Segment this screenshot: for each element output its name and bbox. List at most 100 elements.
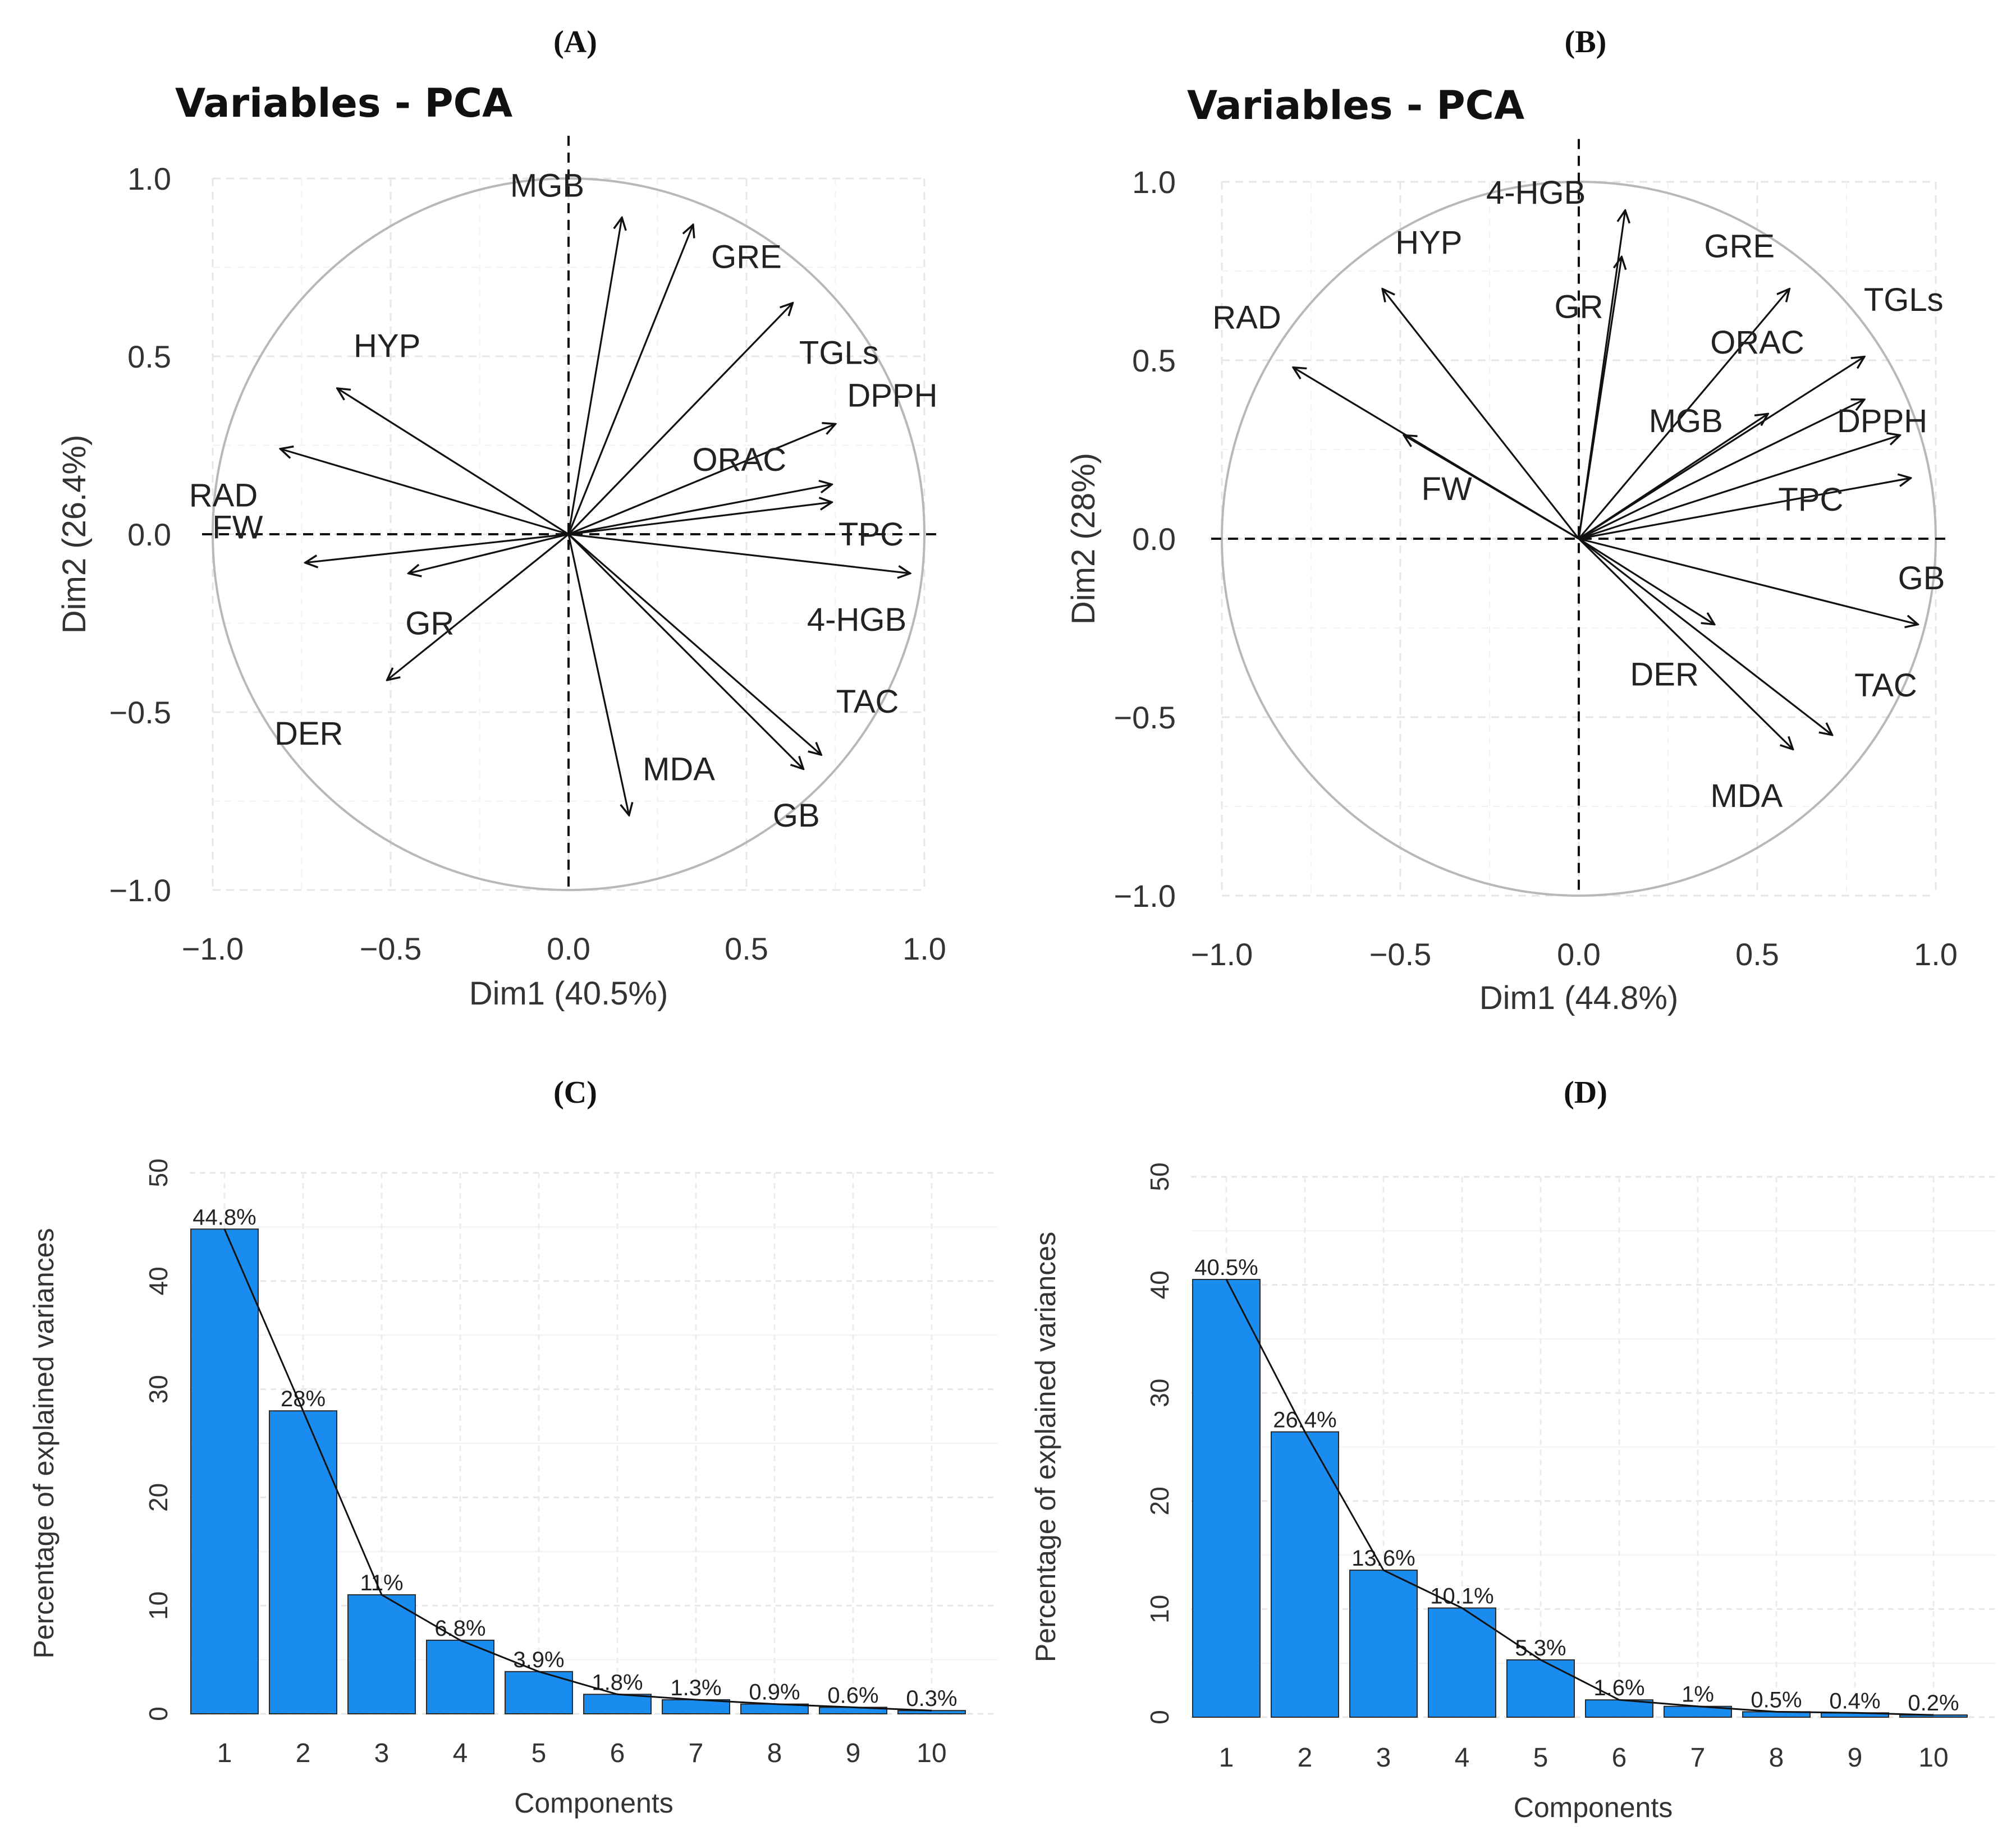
bar-component-2 [269,1410,337,1714]
bar-component-6 [583,1694,652,1714]
chart-title: Variables - PCA [1187,82,1524,129]
bar-component-4 [426,1639,494,1714]
y-tick-label: 40 [144,1267,173,1295]
bar-value-label: 0.4% [1829,1689,1880,1713]
loading-arrow-hyp [337,388,569,535]
loading-arrow-tpc [568,502,832,535]
y-tick-label: 30 [1145,1379,1174,1407]
y-tick-label: 10 [144,1591,173,1620]
chart-title: Variables - PCA [175,80,512,126]
variable-label-gb: GB [1898,560,1945,597]
panel-a-pca-circle: −1.0 −0.5 0.0 0.5 1.0 −1.0 −0.5 0.0 0.5 1.0 MGB GRE… [56,25,946,1012]
bar-component-2 [1271,1431,1339,1718]
bar-component-3 [347,1594,416,1714]
x-axis-label: Dim1 (40.5%) [469,975,668,1012]
x-tick-label: −0.5 [1369,937,1432,972]
loading-arrow-rad [1293,368,1579,540]
bar-value-label: 1.3% [670,1676,721,1700]
x-tick-label: 1.0 [1914,937,1958,972]
cumulative-line [223,1228,932,1712]
variable-label-mda: MDA [643,751,715,787]
bar-value-label: 1.8% [592,1670,643,1695]
loading-arrow-gr [409,533,569,574]
loading-arrow-gb [1578,538,1918,625]
x-tick-label: 10 [917,1739,946,1768]
y-tick-label: 1.0 [127,161,171,196]
variable-label-dpph: DPPH [1837,403,1927,439]
bar-value-label: 11% [360,1571,403,1595]
variable-label-mgb: MGB [510,168,584,204]
x-tick-label: 0.5 [1735,937,1779,972]
loading-arrow-orac [568,484,832,535]
x-tick-label: 1.0 [902,931,946,966]
variable-label-gr: GR [405,606,454,642]
y-tick-label: 1.0 [1132,164,1176,200]
x-tick-label: 3 [1376,1743,1391,1773]
x-tick-label: 5 [1533,1743,1548,1773]
x-tick-label: −1.0 [182,931,244,966]
y-tick-label: 30 [144,1375,173,1403]
y-tick-label: 10 [1145,1595,1174,1623]
variable-label-rad: RAD [189,477,258,513]
x-tick-label: 9 [1848,1743,1863,1773]
x-tick-label: 6 [1612,1743,1627,1773]
bar-value-label: 6.8% [434,1616,485,1641]
x-axis-label: Dim1 (44.8%) [1479,980,1679,1016]
y-tick-label: 0.0 [1132,521,1176,557]
y-tick-label: 20 [1145,1487,1174,1515]
loading-arrow-tgls [1578,357,1864,540]
x-axis-label: Components [1514,1792,1673,1823]
variable-label-tpc: TPC [1778,481,1843,518]
variable-label-tgls: TGLs [1864,282,1944,318]
panel-b-pca-circle: −1.0 −0.5 0.0 0.5 1.0 −1.0 −0.5 0.0 0.5 1.0 4-HGB G… [1065,25,1958,1016]
bar-value-label: 40.5% [1194,1255,1258,1280]
bar-component-5 [1506,1659,1575,1718]
loading-arrow-der [387,533,570,680]
loading-arrow-gre [1578,289,1789,540]
variable-label-mda: MDA [1710,778,1783,814]
variable-label-orac: ORAC [1710,324,1804,361]
variable-label-der: DER [274,715,343,752]
variable-label-tac: TAC [836,684,899,720]
bar-value-label: 10.1% [1430,1584,1493,1608]
y-tick-label: 50 [1145,1162,1174,1191]
bar-component-6 [1585,1699,1653,1718]
variable-label-hyp: HYP [1395,224,1462,261]
y-tick-label: −1.0 [109,873,171,908]
variable-label-tgls: TGLs [799,335,879,371]
y-axis-label: Percentage of explained variances [1030,1232,1061,1662]
x-tick-label: 0.5 [725,931,768,966]
x-tick-label: 1 [217,1739,232,1768]
cumulative-line [1225,1279,1934,1716]
bar-value-label: 1% [1681,1682,1714,1707]
loading-arrow-tpc [1578,478,1910,540]
loading-arrow-mda [1578,538,1793,749]
variable-label-mgb: MGB [1649,403,1723,439]
x-tick-label: 7 [689,1739,704,1768]
loading-arrow-tac [567,533,821,755]
panel-letter: (C) [553,1075,597,1110]
y-tick-label: 0 [144,1707,173,1721]
loading-arrow-rad [280,449,569,535]
bar-value-label: 28% [281,1387,326,1411]
variable-label-rad: RAD [1212,300,1281,336]
variable-label-fw: FW [212,509,263,545]
y-axis-label: Percentage of explained variances [28,1228,59,1658]
x-tick-label: 7 [1690,1743,1706,1773]
variable-label-der: DER [1630,657,1698,693]
variable-label-tac: TAC [1854,667,1917,704]
loading-arrow-gr [1578,257,1621,539]
loading-arrow-4-hgb [568,533,910,574]
bar-value-label: 1.6% [1593,1676,1644,1700]
loading-arrow-orac [1578,400,1864,540]
y-tick-label: 50 [144,1158,173,1187]
bar-value-label: 0.9% [749,1680,800,1705]
y-tick-label: −1.0 [1114,878,1176,914]
x-tick-label: 10 [1918,1743,1948,1773]
bar-value-label: 26.4% [1273,1408,1336,1433]
x-tick-label: 5 [532,1739,547,1768]
panel-letter: (D) [1564,1075,1607,1110]
bar-value-label: 0.3% [906,1686,957,1711]
bar-value-label: 0.6% [827,1683,878,1708]
variable-label-hyp: HYP [354,328,420,364]
